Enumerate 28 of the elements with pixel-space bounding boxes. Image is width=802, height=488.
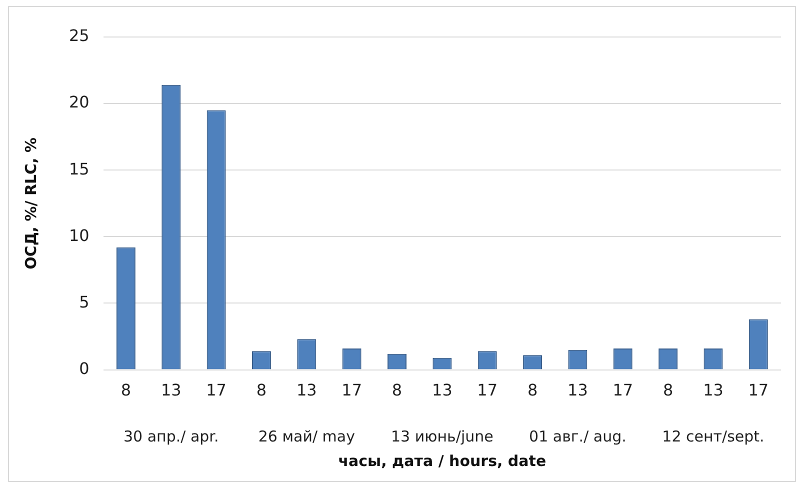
- text: 12 сент/sept.: [662, 428, 764, 446]
- x-tick-label: 13: [568, 380, 588, 400]
- x-tick-label: 8: [120, 380, 132, 400]
- x-tick-label: 13: [432, 380, 452, 400]
- x-tick-label: 17: [748, 380, 769, 400]
- y-tick-label: 15: [69, 159, 90, 178]
- text: 01 авг./ aug.: [529, 428, 626, 446]
- x-tick-label: 17: [477, 380, 498, 400]
- text: 30 апр./ apr.: [124, 428, 219, 446]
- x-tick-label: 17: [206, 380, 226, 400]
- x-tick-label: 13: [160, 380, 182, 400]
- y-tick-label: 10: [69, 226, 90, 245]
- y-tick-label: 5: [79, 292, 90, 312]
- x-tick-label: 8: [527, 380, 538, 400]
- x-tick-label: 13: [296, 380, 317, 400]
- x-tick-label: 8: [392, 380, 402, 400]
- x-tick-label: 8: [662, 380, 674, 400]
- text: 26 май/ may: [258, 428, 356, 446]
- x-tick-label: 13: [703, 380, 724, 400]
- y-tick-label: 20: [69, 92, 90, 112]
- x-tick-label: 8: [256, 380, 267, 400]
- text: 13 июнь/june: [391, 428, 494, 446]
- x-axis-title: часы, дата / hours, date: [338, 452, 546, 470]
- y-tick-label: 25: [69, 26, 90, 46]
- x-tick-label: 17: [612, 380, 634, 400]
- y-axis-title: ОСД, %/ RLC, %: [22, 137, 40, 270]
- y-tick-label: 0: [79, 358, 90, 378]
- x-tick-label: 17: [342, 380, 362, 400]
